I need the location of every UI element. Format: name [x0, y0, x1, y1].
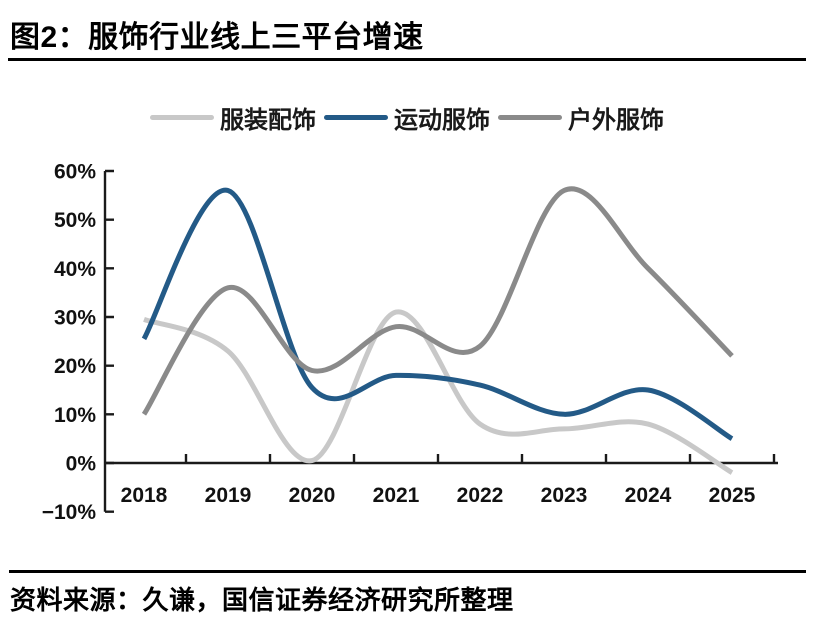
series-line-1: [141, 187, 734, 441]
title-divider: [8, 58, 806, 61]
legend-label: 运动服饰: [394, 106, 490, 134]
figure-title: 图2：服饰行业线上三平台增速: [10, 21, 424, 54]
source-note: 资料来源：久谦，国信证券经济研究所整理: [10, 585, 514, 615]
x-tick-label: 2019: [205, 484, 252, 507]
legend-line-swatch: [324, 114, 388, 120]
legend-item-1: 运动服饰: [324, 100, 490, 135]
y-tick-label: −10%: [42, 501, 97, 524]
x-tick-label: 2023: [541, 484, 588, 507]
y-tick-label: 50%: [54, 209, 96, 232]
legend-line-swatch: [150, 114, 214, 120]
legend-line-swatch: [498, 114, 562, 120]
y-tick-label: 10%: [54, 404, 96, 427]
line-chart: 60% 50% 40% 30% 20% 10% 0% −10% 2018 2019 2020 2021…: [42, 161, 778, 525]
y-axis: [103, 169, 114, 513]
legend-label: 服装配饰: [220, 106, 316, 134]
legend-item-0: 服装配饰: [150, 100, 316, 135]
series-line-0: [143, 309, 734, 475]
chart-legend: 服装配饰 运动服饰 户外服饰: [0, 100, 814, 135]
x-axis: [105, 454, 778, 465]
legend-label: 户外服饰: [568, 106, 664, 134]
x-tick-label: 2024: [625, 484, 672, 507]
y-tick-label: 60%: [54, 161, 96, 184]
x-tick-label: 2025: [709, 484, 756, 507]
source-divider: [9, 570, 806, 573]
y-tick-label: 0%: [66, 453, 97, 476]
x-tick-label: 2020: [289, 484, 336, 507]
x-tick-label: 2021: [373, 484, 420, 507]
y-tick-label: 40%: [54, 258, 96, 281]
x-tick-label: 2018: [121, 484, 168, 507]
series-line-2: [141, 186, 734, 416]
x-tick-label: 2022: [457, 484, 504, 507]
y-tick-label: 30%: [54, 307, 96, 330]
legend-item-2: 户外服饰: [498, 100, 664, 135]
y-tick-label: 20%: [54, 355, 96, 378]
y-tick-labels: 60% 50% 40% 30% 20% 10% 0% −10%: [42, 161, 97, 525]
x-tick-labels: 2018 2019 2020 2021 2022 2023 2024 2025: [121, 484, 756, 507]
